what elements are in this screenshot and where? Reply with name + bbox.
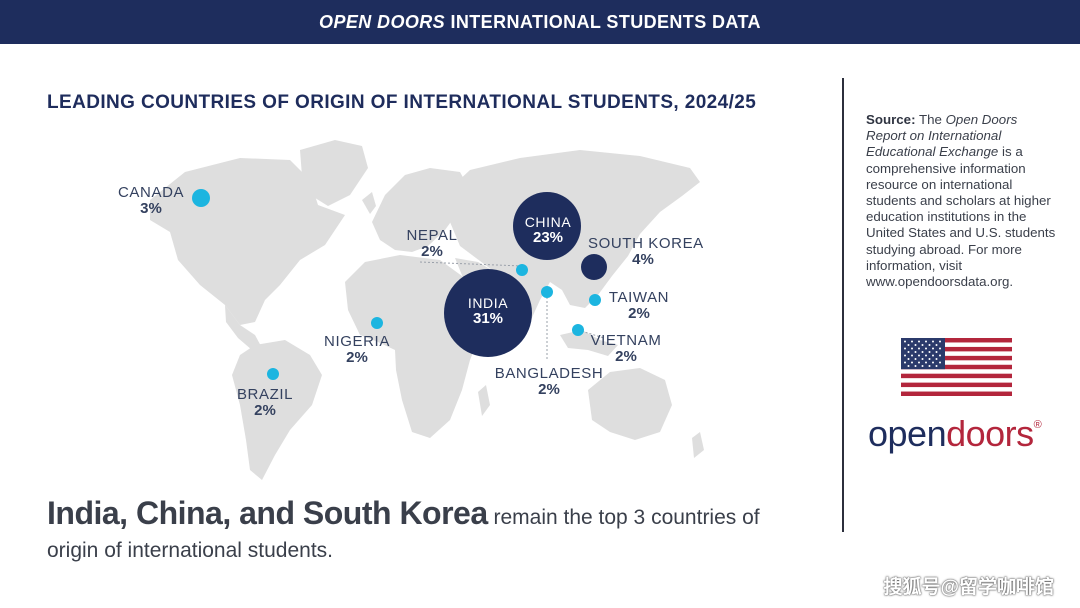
nepal-leader-line [419,261,523,267]
label-south-korea: SOUTH KOREA 4% [588,235,704,268]
central-america [225,305,262,350]
country-name: CANADA [118,184,185,201]
us-flag [901,338,1012,396]
country-percent: 2% [628,305,650,322]
south-america [232,340,322,480]
watermark: 搜狐号@留学咖啡馆 [883,577,1054,598]
new-zealand [692,432,704,458]
nepal-bubble [516,264,528,276]
header-banner: OPEN DOORS INTERNATIONAL STUDENTS DATA [0,0,1080,44]
country-percent: 3% [140,200,162,217]
vietnam-bubble [572,324,584,336]
bangladesh-bubble [541,286,553,298]
taiwan-bubble [589,294,601,306]
banner-open-doors: OPEN DOORS [319,12,446,32]
country-percent: 2% [421,243,443,260]
label-china: CHINA 23% [517,214,579,246]
logo-open: open [868,413,947,454]
south-korea-bubble [581,254,607,280]
label-nepal: NEPAL 2% [402,227,462,260]
country-name: NIGERIA [324,333,390,350]
source-note: Source: The Open Doors Report on Interna… [866,112,1056,290]
canada-bubble [192,189,210,207]
country-name: TAIWAN [608,289,670,306]
country-percent: 2% [346,349,368,366]
europe [372,168,470,252]
divider [842,78,844,532]
brazil-bubble [267,368,279,380]
country-name: CHINA [524,214,572,230]
country-name: BRAZIL [236,386,294,403]
india-bubble [444,269,532,357]
nigeria-bubble [371,317,383,329]
label-brazil: BRAZIL 2% [233,386,297,419]
japan [614,222,632,258]
opendoors-logo: opendoors® [868,413,1042,455]
source-text-1: The [915,112,946,127]
country-name: SOUTH KOREA [588,235,704,252]
country-name: BANGLADESH [494,365,604,382]
banner-title: INTERNATIONAL STUDENTS DATA [445,12,761,32]
logo-registered-mark: ® [1033,419,1042,431]
source-report-title: Open Doors Report on International Educa… [866,112,1018,160]
map-title: LEADING COUNTRIES OF ORIGIN OF INTERNATI… [47,92,757,113]
source-text-2: is a comprehensive information resource … [866,144,1056,290]
country-percent: 4% [632,251,654,268]
label-taiwan: TAIWAN 2% [604,289,674,322]
country-percent: 2% [615,348,637,365]
china-bubble [513,192,581,260]
label-india: INDIA 31% [455,295,521,327]
country-percent: 2% [538,381,560,398]
southeast-asia-islands [560,330,618,356]
country-percent: 23% [532,229,564,246]
country-percent: 2% [254,402,276,419]
headline-countries: India, China, and South Korea [47,495,488,531]
country-name: INDIA [467,295,509,311]
australia [588,368,672,440]
headline-text: remain the top 3 countries of origin of … [47,506,760,562]
headline: India, China, and South Korea remain the… [47,495,787,568]
country-name: NEPAL [406,227,458,244]
label-nigeria: NIGERIA 2% [320,333,394,366]
source-label: Source: [866,112,916,127]
country-name: VIETNAM [590,332,662,349]
uk [362,192,376,214]
greenland [300,140,368,206]
logo-doors: doors [946,413,1034,454]
label-bangladesh: BANGLADESH 2% [494,365,604,398]
country-percent: 31% [472,310,504,327]
label-vietnam: VIETNAM 2% [588,332,664,365]
madagascar [478,385,490,416]
label-canada: CANADA 3% [118,184,184,217]
